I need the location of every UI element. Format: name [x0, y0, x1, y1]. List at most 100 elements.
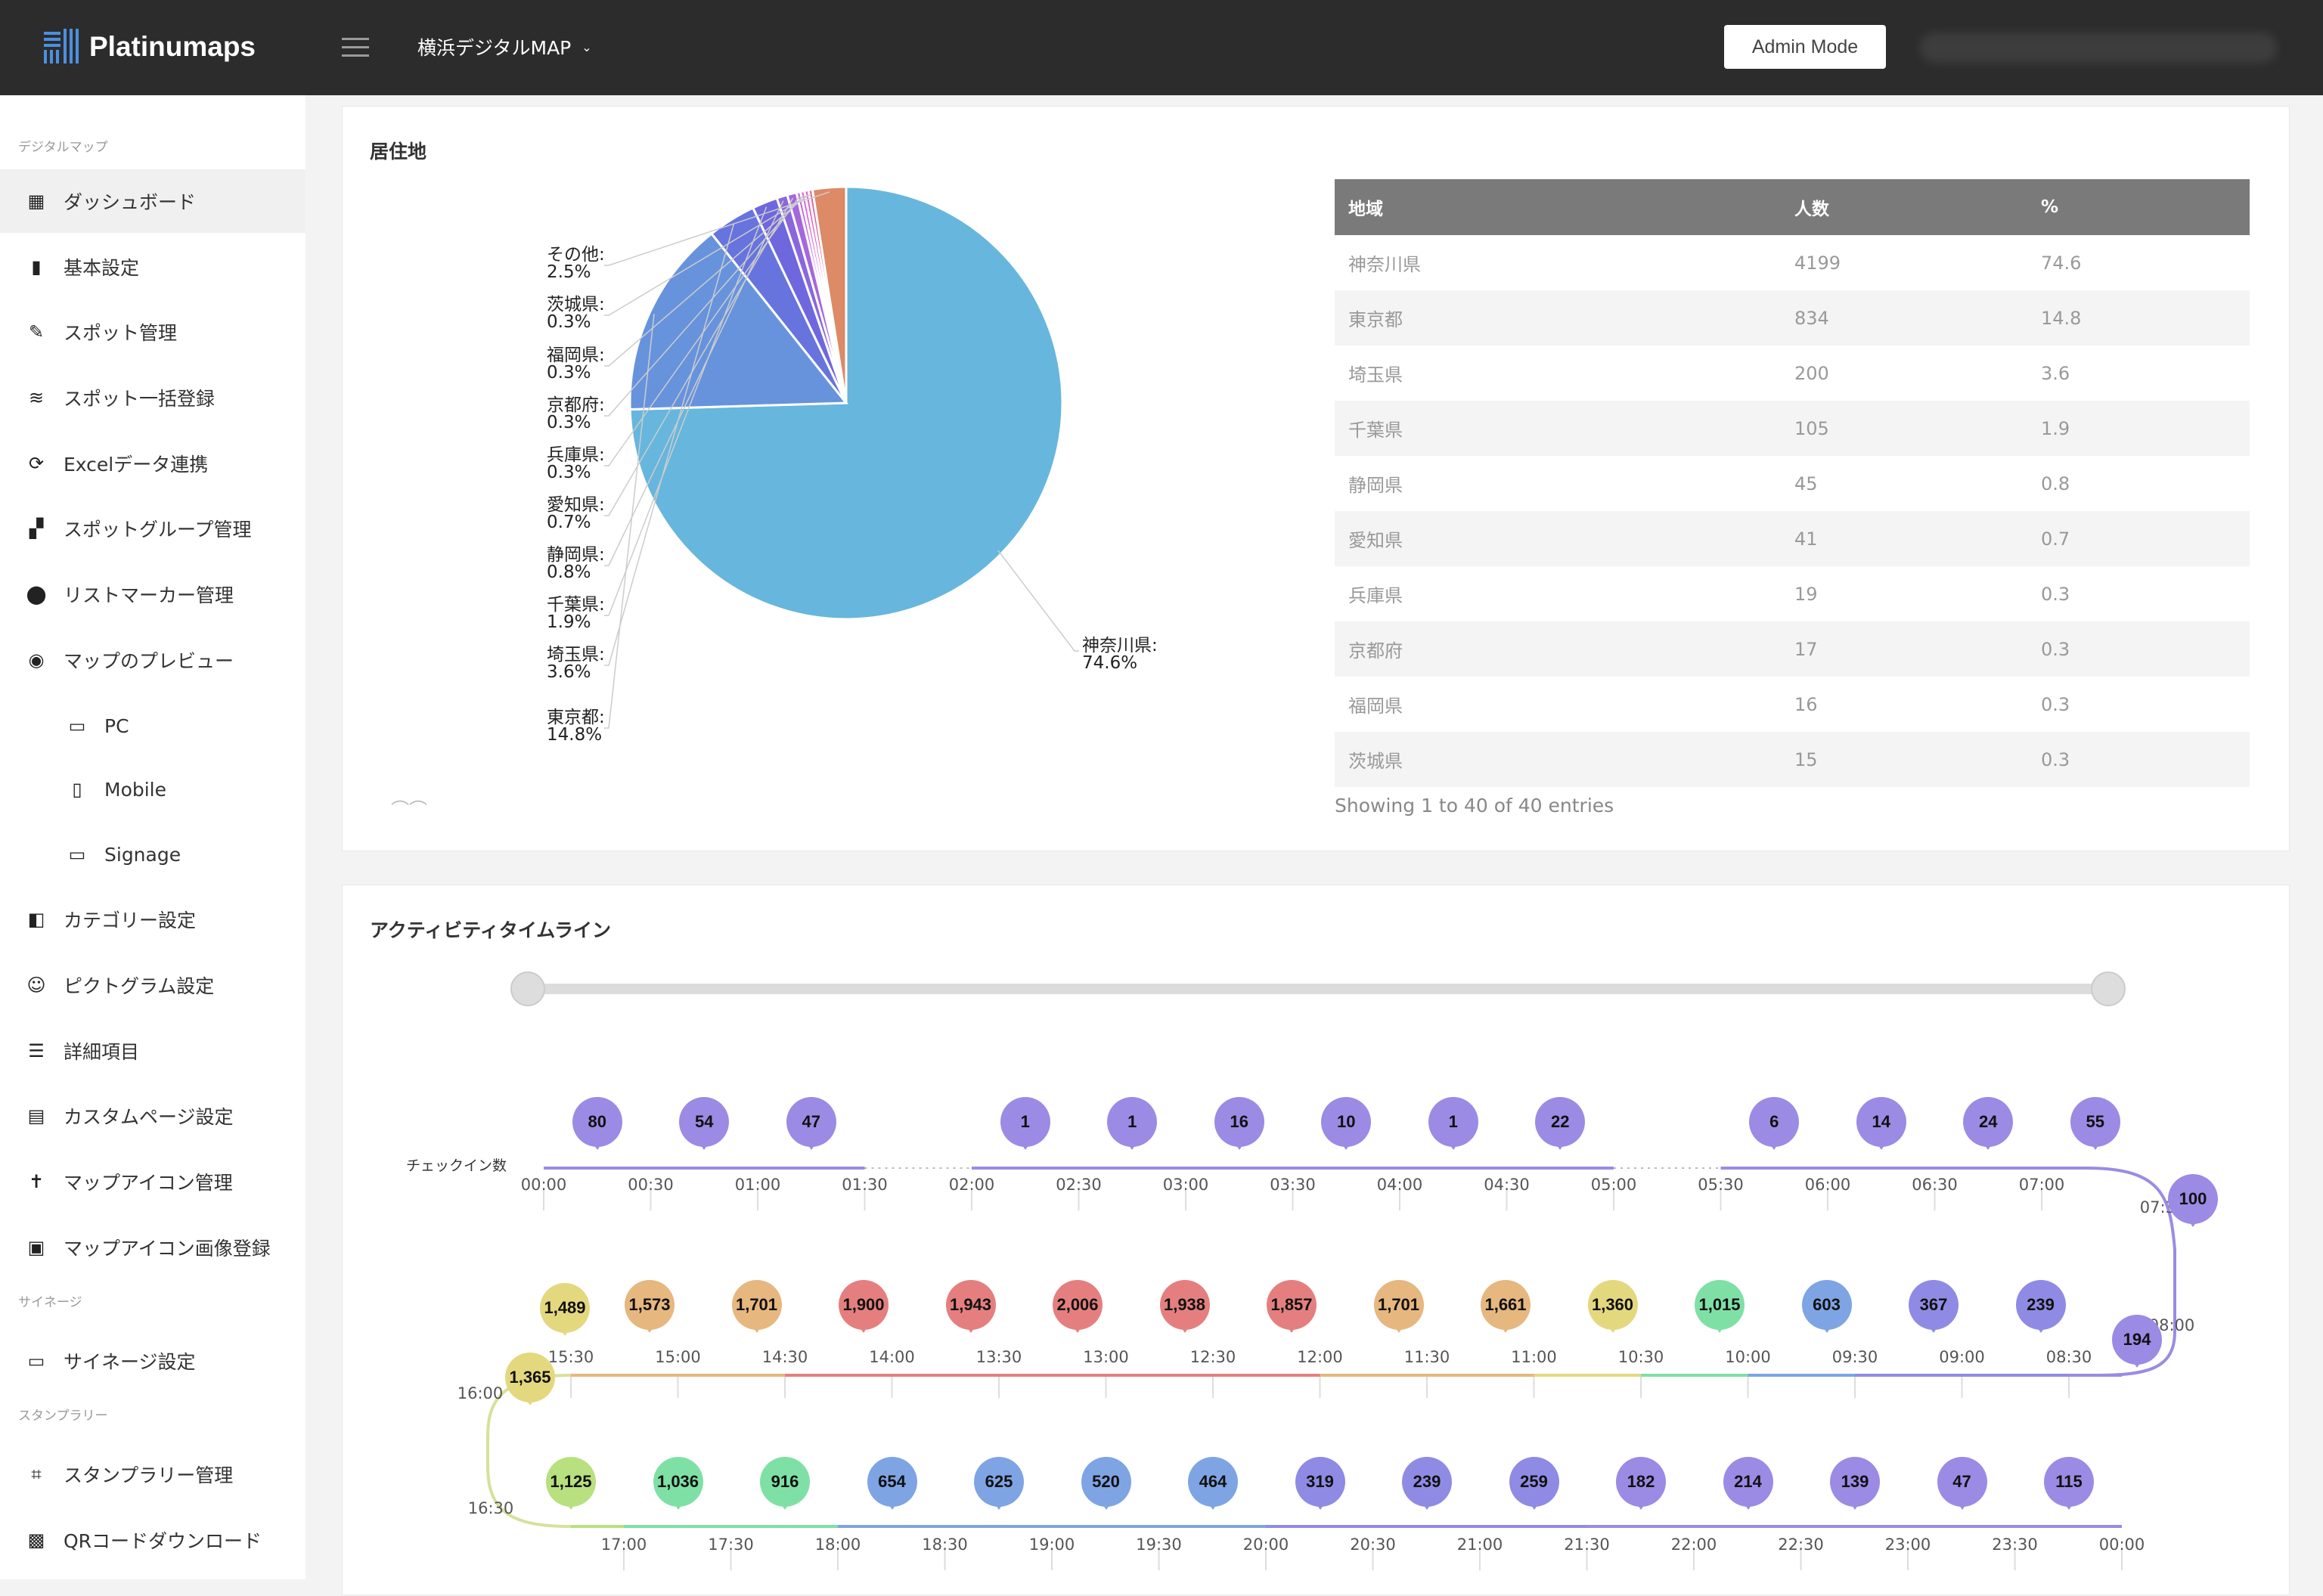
slider-handle-end[interactable] [2091, 972, 2126, 1006]
checkin-count-pin[interactable]: 1,573 [625, 1280, 675, 1340]
checkin-count-pin[interactable]: 2,006 [1053, 1280, 1103, 1340]
sidebar-item-6[interactable]: ⬤ リストマーカー管理 [0, 562, 305, 626]
checkin-count-pin[interactable]: 654 [867, 1457, 917, 1517]
pie-leader-line [604, 191, 830, 266]
checkin-count-pin[interactable]: 14 [1856, 1097, 1906, 1157]
sidebar-item-3[interactable]: ≋ スポット一括登録 [0, 366, 305, 429]
checkin-count-pin[interactable]: 1,701 [731, 1280, 782, 1340]
pie-leader-line [604, 314, 655, 729]
checkin-count-pin[interactable]: 239 [2015, 1280, 2066, 1340]
checkin-count-pin[interactable]: 1,365 [505, 1353, 555, 1413]
sidebar-item-label: スポット一括登録 [64, 388, 216, 410]
sidebar-item-9[interactable]: ▯ Mobile [0, 758, 305, 821]
sidebar-item-13[interactable]: ☰ 詳細項目 [0, 1019, 305, 1083]
checkin-count-pin[interactable]: 194 [2112, 1315, 2162, 1375]
checkin-count-pin[interactable]: 47 [786, 1097, 836, 1157]
checkin-count-pin[interactable]: 1,036 [653, 1457, 703, 1517]
residence-pie-chart [604, 185, 1079, 729]
checkin-count-pin[interactable]: 1,015 [1695, 1280, 1745, 1340]
checkin-count-pin[interactable]: 1,661 [1481, 1280, 1531, 1340]
mobile-icon: ▯ [72, 779, 82, 800]
checkin-count-pin[interactable]: 464 [1188, 1457, 1238, 1517]
cell-percent: 0.3 [2041, 583, 2070, 605]
sidebar-item-8[interactable]: ▭ PC [0, 694, 305, 758]
sidebar-item-4[interactable]: ⟳ Excelデータ連携 [0, 432, 305, 495]
checkin-count-pin[interactable]: 100 [2168, 1174, 2218, 1235]
user-account-menu[interactable] [1921, 33, 2276, 62]
checkin-count-pin[interactable]: 182 [1616, 1457, 1666, 1517]
checkin-count-pin[interactable]: 1,943 [945, 1280, 996, 1340]
checkin-count-pin[interactable]: 1,900 [839, 1280, 889, 1340]
timeline-time-label: 19:30 [1136, 1536, 1182, 1554]
pie-label-value: 0.3% [547, 413, 591, 432]
table-row: 兵庫県 19 0.3 [1335, 566, 2250, 621]
sidebar-item-11[interactable]: ◧ カテゴリー設定 [0, 888, 305, 951]
pie-label-name: 埼玉県: [547, 645, 605, 665]
checkin-count-pin[interactable]: 24 [1963, 1097, 2014, 1157]
checkin-count-pin[interactable]: 1 [1000, 1097, 1050, 1157]
admin-mode-button[interactable]: Admin Mode [1724, 25, 1886, 69]
checkin-count-pin[interactable]: 1,701 [1373, 1280, 1424, 1340]
checkin-count-pin[interactable]: 520 [1081, 1457, 1131, 1517]
app-logo[interactable]: Platinumaps [42, 27, 256, 67]
timeline-time-label: 06:30 [1912, 1176, 1958, 1194]
checkin-count-pin[interactable]: 319 [1295, 1457, 1345, 1517]
sidebar-item-label: リストマーカー管理 [64, 584, 234, 606]
checkin-count-pin[interactable]: 625 [974, 1457, 1024, 1517]
column-header-region[interactable]: 地域 [1335, 179, 1781, 235]
sidebar-item-16[interactable]: ▣ マップアイコン画像登録 [0, 1216, 305, 1279]
cell-count: 19 [1794, 583, 1818, 605]
checkin-count-pin[interactable]: 367 [1909, 1280, 1959, 1340]
checkin-count-pin[interactable]: 6 [1749, 1097, 1800, 1157]
checkin-count-pin[interactable]: 47 [1937, 1457, 1987, 1517]
map-selector[interactable]: 横浜デジタルMAP ⌄ [417, 33, 592, 60]
checkin-count-pin[interactable]: 1,125 [546, 1457, 596, 1517]
checkin-count-pin[interactable]: 1,857 [1267, 1280, 1317, 1340]
checkin-count-pin[interactable]: 1,360 [1587, 1280, 1638, 1340]
checkin-count-pin[interactable]: 239 [1402, 1457, 1452, 1517]
checkin-count-pin[interactable]: 1 [1107, 1097, 1158, 1157]
list-icon: ☰ [28, 1040, 45, 1061]
checkin-count-pin[interactable]: 55 [2070, 1097, 2120, 1157]
chart-watermark-icon: ⌒⌒ [391, 799, 427, 820]
cell-count: 834 [1781, 290, 2027, 346]
sidebar-item-14[interactable]: ▤ カスタムページ設定 [0, 1084, 305, 1148]
checkin-count-pin[interactable]: 603 [1801, 1280, 1852, 1340]
slider-handle-start[interactable] [510, 972, 545, 1006]
sidebar-item-18[interactable]: ⌗ スタンプラリー管理 [0, 1443, 305, 1506]
checkin-count-pin[interactable]: 22 [1535, 1097, 1586, 1157]
sidebar-item-10[interactable]: ▭ Signage [0, 823, 305, 886]
checkin-count-value: 1,573 [625, 1280, 675, 1330]
checkin-count-pin[interactable]: 1,489 [540, 1283, 590, 1343]
sidebar-item-5[interactable]: ▞ スポットグループ管理 [0, 497, 305, 560]
sidebar-item-12[interactable]: ☺ ピクトグラム設定 [0, 953, 305, 1017]
checkin-count-pin[interactable]: 1,938 [1159, 1280, 1210, 1340]
checkin-count-pin[interactable]: 259 [1509, 1457, 1559, 1517]
checkin-count-pin[interactable]: 1 [1428, 1097, 1478, 1157]
sidebar-item-15[interactable]: ✝ マップアイコン管理 [0, 1150, 305, 1213]
checkin-count-pin[interactable]: 80 [572, 1097, 622, 1157]
column-header-percent[interactable]: % [2027, 179, 2250, 235]
checkin-count-pin[interactable]: 916 [760, 1457, 810, 1517]
chevron-down-icon: ⌄ [582, 39, 592, 54]
pie-slice[interactable] [811, 185, 848, 404]
sidebar-item-7[interactable]: ◉ マップのプレビュー [0, 628, 305, 692]
pie-leader-line [604, 223, 735, 666]
time-range-slider[interactable] [524, 984, 2112, 994]
sidebar-item-2[interactable]: ✎ スポット管理 [0, 300, 305, 364]
checkin-count-pin[interactable]: 214 [1723, 1457, 1773, 1517]
timeline-time-label: 15:00 [655, 1348, 701, 1366]
checkin-count-pin[interactable]: 54 [679, 1097, 730, 1157]
pie-slice[interactable] [628, 232, 849, 411]
sidebar-item-0[interactable]: ▦ ダッシュボード [0, 169, 305, 233]
sidebar-item-19[interactable]: ▩ QRコードダウンロード [0, 1508, 305, 1572]
column-header-count[interactable]: 人数 [1781, 179, 2027, 235]
checkin-count-pin[interactable]: 10 [1321, 1097, 1372, 1157]
sidebar-item-17[interactable]: ▭ サイネージ設定 [0, 1329, 305, 1393]
checkin-count-pin[interactable]: 139 [1830, 1457, 1880, 1517]
hamburger-menu-icon[interactable] [342, 38, 369, 57]
checkin-count-pin[interactable]: 115 [2044, 1457, 2094, 1517]
sidebar-item-1[interactable]: ▮ 基本設定 [0, 235, 305, 299]
checkin-count-pin[interactable]: 16 [1214, 1097, 1264, 1157]
checkin-count-value: 16 [1214, 1097, 1264, 1147]
